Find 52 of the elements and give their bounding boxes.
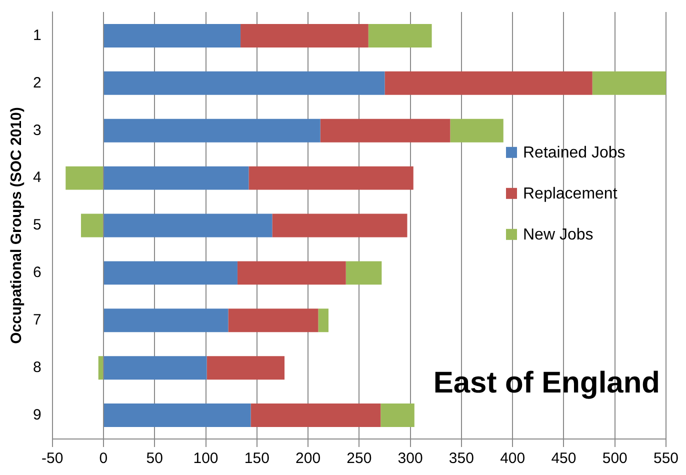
bar xyxy=(248,166,414,190)
x-tick-label: 0 xyxy=(99,450,108,468)
x-tick-label: 350 xyxy=(448,450,474,468)
y-tick-label: 2 xyxy=(33,74,42,92)
y-tick-label: 4 xyxy=(33,169,42,186)
bar xyxy=(104,308,228,332)
x-tick-label: 100 xyxy=(193,450,218,468)
bar xyxy=(380,404,414,428)
x-tick-label: 550 xyxy=(653,450,679,468)
y-tick-label: 5 xyxy=(33,216,42,234)
bar xyxy=(320,118,450,142)
y-tick-label: 1 xyxy=(33,26,42,44)
bar xyxy=(272,214,408,238)
y-tick-label: 8 xyxy=(33,358,42,376)
y-tick-label: 6 xyxy=(33,264,42,282)
x-tick-label: 250 xyxy=(346,450,372,468)
bar xyxy=(104,261,238,285)
legend-label: Retained Jobs xyxy=(523,144,626,162)
x-tick-label: 300 xyxy=(398,450,423,468)
x-tick-label: 50 xyxy=(146,450,163,468)
bar xyxy=(318,308,328,332)
bar xyxy=(346,261,382,285)
bar xyxy=(104,404,251,428)
bar xyxy=(80,214,103,238)
bar xyxy=(98,356,103,380)
x-tick-label: 150 xyxy=(244,450,270,468)
bar xyxy=(104,356,207,380)
bar xyxy=(104,71,385,95)
bar xyxy=(450,118,504,142)
bar xyxy=(104,24,241,48)
bar xyxy=(66,166,103,190)
bar xyxy=(368,24,432,48)
legend-label: Replacement xyxy=(523,185,618,202)
bar xyxy=(206,356,285,380)
bar xyxy=(237,261,346,285)
bar xyxy=(240,24,368,48)
legend-label: New Jobs xyxy=(523,226,594,244)
bar xyxy=(228,308,318,332)
y-tick-label: 3 xyxy=(33,122,42,139)
bar xyxy=(104,214,272,238)
bar xyxy=(104,118,320,142)
x-tick-label: 450 xyxy=(551,450,576,468)
bar xyxy=(104,166,249,190)
x-tick-label: 500 xyxy=(602,450,628,468)
x-tick-label: 200 xyxy=(296,450,321,468)
x-tick-label: -50 xyxy=(42,450,64,468)
x-tick-label: 400 xyxy=(500,450,526,468)
y-tick-label: 9 xyxy=(33,406,42,424)
y-axis-title: Occupational Groups (SOC 2010) xyxy=(8,107,26,344)
y-tick-label: 7 xyxy=(33,312,42,329)
text: East of England xyxy=(433,366,660,400)
bar xyxy=(250,404,381,428)
